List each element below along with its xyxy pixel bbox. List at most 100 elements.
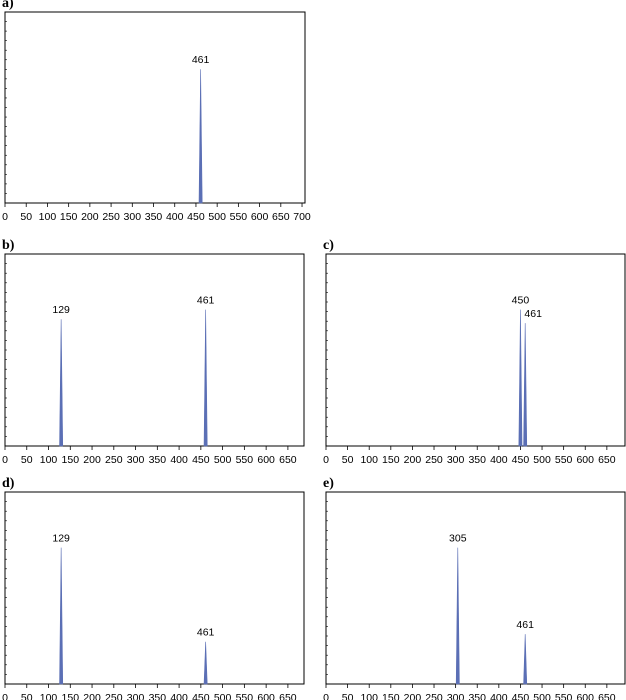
peak — [203, 641, 208, 685]
peak-label: 461 — [192, 54, 210, 66]
x-tick-label: 250 — [425, 692, 443, 700]
x-tick-label: 500 — [214, 692, 232, 700]
x-tick-label: 650 — [598, 692, 616, 700]
x-tick-label: 50 — [21, 454, 33, 466]
x-tick-label: 550 — [555, 454, 573, 466]
x-tick-label: 450 — [192, 692, 210, 700]
peak — [198, 69, 203, 204]
x-tick-label: 650 — [279, 454, 297, 466]
x-tick-label: 100 — [40, 454, 58, 466]
x-tick-label: 300 — [447, 692, 465, 700]
peak-label: 129 — [52, 304, 70, 316]
peak — [518, 309, 523, 447]
peak-label: 461 — [197, 294, 215, 306]
x-tick-label: 350 — [149, 454, 167, 466]
x-tick-label: 600 — [257, 454, 275, 466]
x-tick-label: 200 — [404, 692, 422, 700]
x-tick-label: 300 — [124, 211, 142, 223]
x-tick-label: 250 — [105, 454, 123, 466]
x-tick-label: 550 — [236, 692, 254, 700]
peak — [203, 309, 208, 447]
x-tick-label: 650 — [279, 692, 297, 700]
x-tick-label: 50 — [20, 211, 32, 223]
x-tick-label: 250 — [102, 211, 120, 223]
x-tick-label: 200 — [81, 211, 99, 223]
x-tick-label: 500 — [208, 211, 226, 223]
peak — [59, 547, 64, 685]
x-tick-label: 350 — [145, 211, 163, 223]
plot-frame — [4, 491, 305, 685]
x-tick-label: 250 — [105, 692, 123, 700]
x-tick-label: 200 — [83, 692, 101, 700]
x-tick-label: 400 — [490, 692, 508, 700]
x-tick-label: 50 — [342, 692, 354, 700]
x-tick-label: 350 — [149, 692, 167, 700]
x-tick-label: 350 — [468, 692, 486, 700]
x-tick-label: 450 — [512, 454, 530, 466]
x-tick-label: 100 — [360, 692, 378, 700]
panel-label: d) — [2, 476, 15, 491]
x-tick-label: 600 — [576, 454, 594, 466]
x-tick-label: 50 — [342, 454, 354, 466]
x-tick-label: 0 — [2, 454, 8, 466]
x-tick-label: 200 — [404, 454, 422, 466]
x-tick-label: 650 — [598, 454, 616, 466]
plot-frame — [4, 11, 306, 204]
x-tick-label: 150 — [382, 692, 400, 700]
panel-label: a) — [2, 0, 14, 11]
x-tick-label: 200 — [83, 454, 101, 466]
x-tick-label: 0 — [2, 211, 8, 223]
x-tick-label: 400 — [170, 454, 188, 466]
x-tick-label: 550 — [236, 454, 254, 466]
peak-label: 129 — [52, 532, 70, 544]
x-tick-label: 300 — [447, 454, 465, 466]
x-tick-label: 350 — [468, 454, 486, 466]
x-tick-label: 150 — [62, 454, 80, 466]
x-tick-label: 500 — [533, 692, 551, 700]
plot-frame — [325, 491, 626, 685]
x-tick-label: 650 — [272, 211, 290, 223]
plot-frame — [4, 253, 305, 447]
peak — [523, 634, 528, 685]
x-tick-label: 150 — [382, 454, 400, 466]
x-tick-label: 250 — [425, 454, 443, 466]
peak — [59, 319, 64, 447]
x-tick-label: 450 — [512, 692, 530, 700]
x-tick-label: 100 — [39, 211, 57, 223]
x-tick-label: 300 — [127, 692, 145, 700]
peak-label: 461 — [197, 627, 215, 639]
x-tick-label: 100 — [40, 692, 58, 700]
peak — [455, 547, 460, 685]
x-tick-label: 600 — [257, 692, 275, 700]
x-tick-label: 0 — [323, 692, 329, 700]
x-tick-label: 150 — [62, 692, 80, 700]
panel-label: b) — [2, 238, 15, 253]
x-tick-label: 500 — [533, 454, 551, 466]
x-tick-label: 500 — [214, 454, 232, 466]
x-tick-label: 400 — [166, 211, 184, 223]
x-tick-label: 450 — [187, 211, 205, 223]
x-tick-label: 100 — [360, 454, 378, 466]
plot-frame — [325, 253, 626, 447]
peak — [523, 323, 528, 447]
x-tick-label: 600 — [576, 692, 594, 700]
x-tick-label: 50 — [21, 692, 33, 700]
panel-label: c) — [323, 238, 334, 253]
peak-label: 305 — [449, 532, 467, 544]
x-tick-label: 150 — [60, 211, 78, 223]
panel-label: e) — [323, 476, 334, 491]
x-tick-label: 550 — [555, 692, 573, 700]
peak-label: 461 — [516, 619, 534, 631]
x-tick-label: 400 — [490, 454, 508, 466]
x-tick-label: 450 — [192, 454, 210, 466]
x-tick-label: 0 — [2, 692, 8, 700]
x-tick-label: 700 — [293, 211, 311, 223]
x-tick-label: 550 — [230, 211, 248, 223]
x-tick-label: 600 — [251, 211, 269, 223]
x-tick-label: 0 — [323, 454, 329, 466]
peak-label: 461 — [524, 308, 542, 320]
x-tick-label: 300 — [127, 454, 145, 466]
x-tick-label: 400 — [170, 692, 188, 700]
